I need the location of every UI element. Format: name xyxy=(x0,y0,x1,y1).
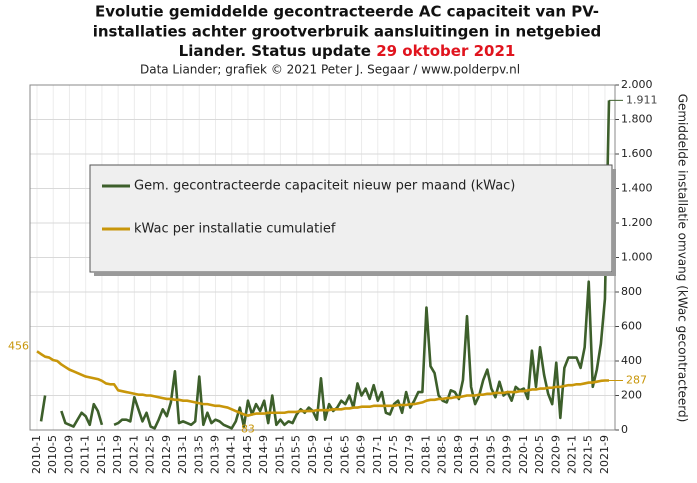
x-tick-label: 2012-5 xyxy=(144,435,157,474)
legend-shadow xyxy=(94,272,616,276)
x-tick-label: 2018-9 xyxy=(452,435,465,474)
x-tick-label: 2013-9 xyxy=(208,435,221,474)
x-tick-label: 2010-1 xyxy=(30,435,43,474)
data-label: 83 xyxy=(241,423,255,436)
y-axis-label: Gemiddelde installatie omvang (kWac geco… xyxy=(676,94,690,423)
x-tick-label: 2021-5 xyxy=(582,435,595,474)
y-tick-label: 600 xyxy=(621,320,642,333)
x-tick-label: 2019-1 xyxy=(468,435,481,474)
y-tick-label: 2.000 xyxy=(621,78,653,91)
x-tick-label: 2018-1 xyxy=(419,435,432,474)
x-tick-label: 2014-5 xyxy=(241,435,254,474)
chart-title: Liander. Status update xyxy=(179,42,377,60)
legend-label: Gem. gecontracteerde capaciteit nieuw pe… xyxy=(134,179,515,194)
x-tick-label: 2020-5 xyxy=(533,435,546,474)
series-line xyxy=(39,100,611,430)
x-tick-label: 2018-5 xyxy=(436,435,449,474)
chart-title: Liander. Status update 29 oktober 2021 xyxy=(179,42,516,60)
y-tick-label: 1.200 xyxy=(621,216,653,229)
x-tick-label: 2020-1 xyxy=(517,435,530,474)
x-tick-label: 2021-1 xyxy=(565,435,578,474)
chart-title: Evolutie gemiddelde gecontracteerde AC c… xyxy=(95,3,599,21)
x-tick-label: 2014-1 xyxy=(225,435,238,474)
x-tick-label: 2021-9 xyxy=(598,435,611,474)
x-tick-label: 2016-5 xyxy=(338,435,351,474)
y-tick-label: 1.600 xyxy=(621,147,653,160)
x-tick-label: 2012-9 xyxy=(160,435,173,474)
y-tick-label: 400 xyxy=(621,354,642,367)
x-tick-label: 2016-9 xyxy=(355,435,368,474)
chart-title-date: 29 oktober 2021 xyxy=(376,42,515,60)
y-tick-label: 1.000 xyxy=(621,251,653,264)
x-tick-label: 2010-9 xyxy=(62,435,75,474)
x-tick-label: 2017-5 xyxy=(387,435,400,474)
x-tick-label: 2014-9 xyxy=(257,435,270,474)
x-tick-label: 2019-5 xyxy=(484,435,497,474)
y-tick-label: 800 xyxy=(621,285,642,298)
x-tick-label: 2010-5 xyxy=(46,435,59,474)
y-tick-label: 0 xyxy=(621,423,628,436)
x-tick-label: 2019-9 xyxy=(501,435,514,474)
x-tick-label: 2017-9 xyxy=(403,435,416,474)
x-tick-label: 2015-9 xyxy=(306,435,319,474)
x-tick-label: 2016-1 xyxy=(322,435,335,474)
y-tick-label: 1.800 xyxy=(621,113,653,126)
x-tick-label: 2012-1 xyxy=(127,435,140,474)
legend-shadow xyxy=(612,169,616,276)
x-tick-label: 2011-9 xyxy=(111,435,124,474)
x-tick-label: 2020-9 xyxy=(549,435,562,474)
x-tick-label: 2017-1 xyxy=(371,435,384,474)
legend-label: kWac per installatie cumulatief xyxy=(134,222,336,237)
data-label: 456 xyxy=(8,339,29,352)
x-tick-label: 2015-1 xyxy=(273,435,286,474)
chart-title: installaties achter grootverbruik aanslu… xyxy=(93,23,602,41)
x-tick-label: 2011-1 xyxy=(79,435,92,474)
x-tick-label: 2011-5 xyxy=(95,435,108,474)
series-line xyxy=(36,350,609,417)
data-label: 287 xyxy=(626,373,647,386)
y-tick-label: 200 xyxy=(621,389,642,402)
y-tick-label: 1.400 xyxy=(621,182,653,195)
legend-box xyxy=(89,164,613,273)
x-tick-label: 2015-5 xyxy=(290,435,303,474)
chart-subtitle: Data Liander; grafiek © 2021 Peter J. Se… xyxy=(140,63,520,77)
x-tick-label: 2013-5 xyxy=(192,435,205,474)
data-label: 1.911 xyxy=(626,93,658,106)
x-tick-label: 2013-1 xyxy=(176,435,189,474)
